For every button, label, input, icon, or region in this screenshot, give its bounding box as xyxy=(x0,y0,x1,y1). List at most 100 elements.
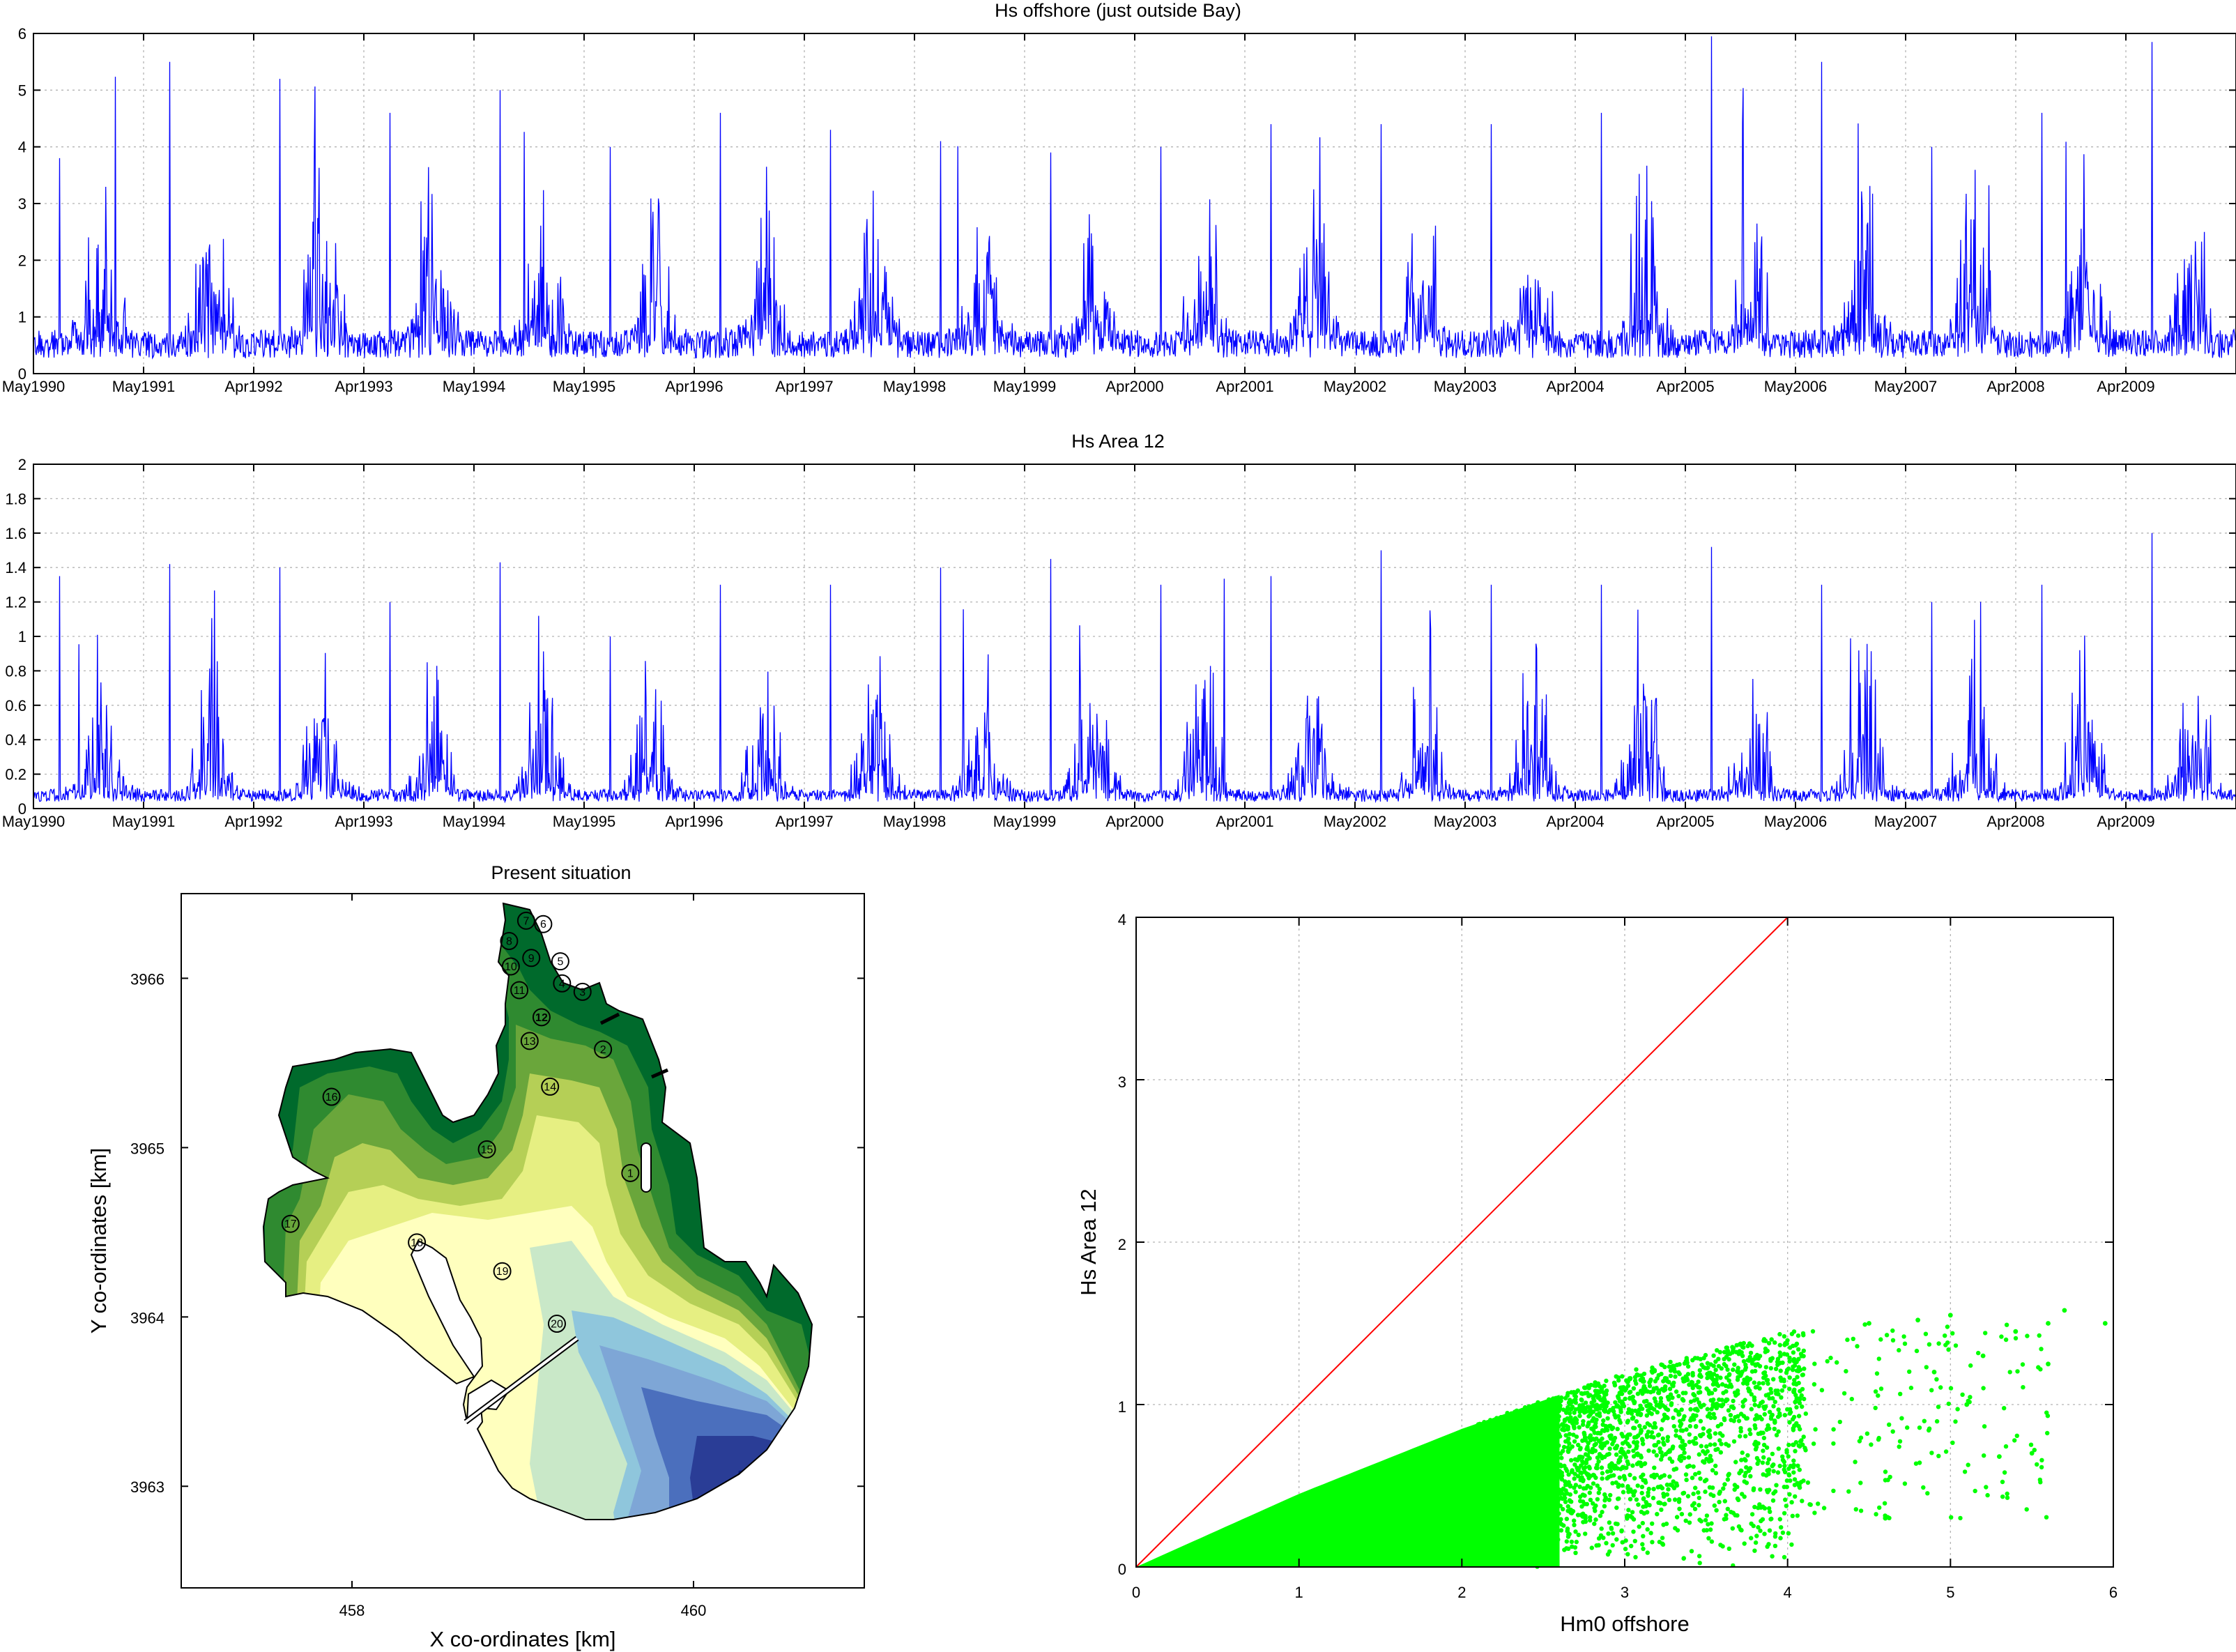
y-tick-label: 3963 xyxy=(130,1478,164,1496)
scatter-point xyxy=(1763,1365,1768,1370)
scatter-point xyxy=(1508,1451,1513,1455)
scatter-point xyxy=(1593,1508,1598,1513)
scatter-point xyxy=(1605,1469,1610,1474)
scatter-point xyxy=(1688,1407,1693,1412)
scatter-point xyxy=(1564,1516,1569,1522)
scatter-point xyxy=(2038,1480,2043,1485)
scatter-point xyxy=(1552,1526,1558,1531)
station-10: 10 xyxy=(501,957,520,976)
scatter-point xyxy=(1553,1395,1559,1401)
station-14: 14 xyxy=(541,1077,560,1096)
scatter-point xyxy=(1799,1438,1804,1443)
scatter-point xyxy=(1722,1499,1727,1504)
scatter-point xyxy=(1905,1425,1910,1430)
scatter-point xyxy=(1477,1425,1482,1430)
scatter-point xyxy=(1677,1435,1682,1440)
scatter-point xyxy=(1713,1387,1717,1392)
scatter-point xyxy=(1534,1474,1539,1479)
scatter-point xyxy=(1628,1497,1633,1501)
scatter-point xyxy=(1791,1442,1795,1447)
scatter-point xyxy=(1740,1345,1745,1349)
scatter-point xyxy=(1766,1457,1772,1462)
x-tick-label: May2006 xyxy=(1764,378,1828,395)
y-tick-label: 1.8 xyxy=(5,490,26,507)
scatter-point xyxy=(1570,1544,1575,1549)
scatter-point xyxy=(1574,1421,1579,1425)
station-circle xyxy=(594,1040,613,1059)
scatter-point xyxy=(1660,1386,1664,1392)
scatter-point xyxy=(1544,1492,1549,1497)
scatter-point xyxy=(1582,1385,1587,1390)
scatter-point xyxy=(1508,1478,1513,1484)
x-tick-label: Apr1992 xyxy=(224,813,282,830)
scatter-point xyxy=(1853,1507,1858,1512)
scatter-point xyxy=(1684,1356,1689,1361)
scatter-point xyxy=(1883,1478,1888,1483)
scatter-point xyxy=(1736,1497,1741,1502)
scatter-point xyxy=(1805,1480,1811,1485)
scatter-point xyxy=(1713,1431,1718,1436)
scatter-point xyxy=(2039,1458,2044,1462)
station-circle xyxy=(501,957,520,976)
scatter-point xyxy=(1604,1378,1609,1384)
scatter-point xyxy=(1717,1438,1722,1443)
scatter-point xyxy=(1630,1515,1634,1520)
scatter-point xyxy=(1898,1391,1903,1397)
scatter-point xyxy=(1517,1423,1522,1428)
scatter-point xyxy=(1658,1450,1663,1455)
scatter-point xyxy=(1603,1423,1609,1429)
scatter-point xyxy=(1774,1483,1779,1487)
scatter-point xyxy=(1816,1501,1821,1506)
scatter-point xyxy=(1901,1334,1906,1339)
hs-line xyxy=(33,533,2236,804)
scatter-point xyxy=(1640,1542,1645,1547)
scatter-point xyxy=(1529,1438,1534,1443)
scatter-point xyxy=(1876,1437,1881,1442)
scatter-point xyxy=(1634,1444,1639,1448)
scatter-point xyxy=(1786,1472,1791,1477)
scatter-point xyxy=(1761,1435,1767,1441)
scatter-point xyxy=(1494,1422,1499,1427)
scatter-point xyxy=(1647,1423,1653,1428)
y-tick-label: 1 xyxy=(18,628,26,645)
scatter-point xyxy=(1547,1402,1553,1407)
scatter-point xyxy=(1661,1379,1666,1384)
scatter-point xyxy=(1756,1431,1761,1437)
scatter-point xyxy=(1765,1460,1770,1466)
scatter-point xyxy=(1556,1511,1561,1516)
scatter-point xyxy=(1529,1471,1533,1476)
scatter-point xyxy=(1743,1398,1747,1402)
scatter-point xyxy=(1705,1371,1710,1377)
scatter-point xyxy=(1559,1517,1563,1522)
scatter-point xyxy=(1501,1506,1506,1511)
scatter-point xyxy=(1788,1345,1793,1350)
scatter-point xyxy=(1634,1440,1639,1445)
scatter-point xyxy=(1766,1471,1771,1476)
scatter-point xyxy=(1873,1389,1878,1394)
scatter-point xyxy=(1644,1398,1649,1404)
scatter-point xyxy=(1722,1356,1726,1362)
scatter-point xyxy=(1696,1384,1701,1390)
scatter-point xyxy=(1635,1412,1640,1417)
scatter-point xyxy=(1515,1487,1521,1492)
scatter-point xyxy=(1540,1450,1545,1455)
scatter-point xyxy=(1540,1506,1545,1512)
scatter-point xyxy=(1556,1424,1561,1429)
scatter-point xyxy=(1760,1517,1766,1522)
scatter-point xyxy=(1634,1497,1639,1502)
scatter-point xyxy=(1513,1455,1518,1461)
scatter-point xyxy=(1943,1449,1949,1454)
scatter-point xyxy=(1604,1401,1609,1406)
scatter-point xyxy=(1782,1463,1787,1469)
scatter-point xyxy=(1678,1428,1683,1433)
scatter-point xyxy=(1943,1333,1947,1338)
scatter-point xyxy=(1612,1383,1618,1388)
scatter-point xyxy=(1745,1343,1750,1349)
scatter-point xyxy=(1479,1522,1485,1527)
scatter-point xyxy=(1595,1455,1600,1460)
scatter-point xyxy=(1492,1559,1497,1563)
scatter-point xyxy=(1708,1442,1713,1447)
scatter-point xyxy=(1756,1404,1761,1409)
scatter-point xyxy=(1559,1477,1565,1482)
scatter-point xyxy=(1985,1492,1990,1498)
